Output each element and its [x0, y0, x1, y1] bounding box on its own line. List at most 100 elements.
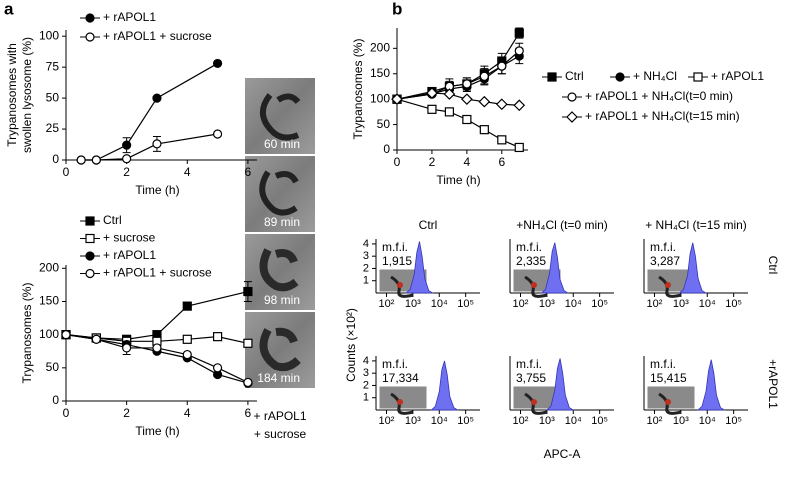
inset-cell: [524, 275, 548, 298]
x-axis-label: APC-A: [544, 447, 581, 461]
data-point: [182, 349, 192, 360]
x-tick-label: 4: [464, 155, 471, 169]
histogram: [545, 358, 575, 411]
data-point: [152, 343, 162, 353]
data-point: [495, 98, 508, 111]
micrograph: [245, 78, 315, 154]
inset-image: [646, 385, 696, 410]
x-tick-label: 10⁴: [699, 415, 716, 427]
x-tick-label: 10²: [379, 298, 395, 310]
legend-marker: [566, 111, 578, 123]
micrographs: 60 min 89 min 98 min 184 min + rAPOL1 + …: [245, 78, 315, 441]
data-point: [426, 87, 438, 99]
x-tick-label: 10⁵: [457, 415, 474, 427]
data-point: [497, 135, 507, 145]
annotation: 3,755: [516, 371, 546, 385]
data-point: [462, 79, 472, 89]
data-point: [514, 46, 524, 56]
data-point: [122, 154, 132, 164]
series-line: [81, 62, 218, 161]
micrograph: [245, 312, 315, 388]
legend-marker: [693, 72, 703, 82]
data-point: [212, 332, 223, 342]
micrograph: [245, 234, 315, 310]
data-point: [212, 363, 223, 373]
y-tick-label: 150: [39, 294, 59, 308]
x-tick-label: 10²: [513, 415, 529, 427]
legend-marker: [85, 251, 95, 261]
panel-label: b: [392, 0, 402, 18]
data-point: [427, 104, 437, 114]
y-tick-label: 4: [363, 355, 369, 367]
x-tick-label: 10⁵: [457, 298, 474, 310]
legend-marker: [547, 72, 557, 82]
column-header: +NH₄Cl (t=0 min): [516, 218, 608, 232]
y-tick-label: 100: [370, 91, 390, 105]
histogram: [405, 241, 435, 294]
data-point: [182, 301, 192, 311]
data-point: [243, 286, 253, 297]
x-tick-label: 10⁴: [565, 298, 582, 310]
y-tick-label: 0: [52, 152, 59, 166]
x-tick-label: 6: [245, 165, 252, 179]
data-point: [479, 71, 489, 81]
data-point: [513, 99, 526, 112]
legend-marker: [615, 72, 625, 82]
annotation-label: m.f.i.: [516, 240, 542, 254]
data-point: [182, 334, 192, 344]
data-point: [152, 139, 162, 149]
y-tick-label: 100: [39, 28, 59, 42]
y-tick-label: 2: [363, 379, 369, 391]
inset-cell: [390, 275, 414, 298]
y-axis-label: swollen lysosome (%): [20, 37, 34, 153]
micrograph-label: 98 min: [264, 293, 300, 307]
x-tick-label: 6: [245, 406, 252, 420]
inset-stain: [397, 282, 403, 288]
histogram: [540, 242, 570, 294]
micrograph-caption: + sucrose: [254, 427, 307, 441]
inset-image: [378, 385, 428, 410]
x-tick-label: 10³: [405, 415, 421, 427]
column-header: Ctrl: [419, 218, 438, 232]
legend-label: + sucrose: [103, 231, 156, 245]
x-tick-label: 2: [429, 155, 436, 169]
legend-label: Ctrl: [565, 69, 584, 83]
y-tick-label: 50: [46, 90, 60, 104]
y-axis-label: Trypanosomes with: [5, 43, 19, 147]
data-point: [514, 142, 524, 153]
annotation: 15,415: [650, 371, 687, 385]
annotation: 1,915: [382, 254, 412, 268]
legend-label: + rAPOL1 + NH₄Cl(t=0 min): [585, 89, 733, 103]
row-label: +rAPOL1: [766, 359, 780, 409]
x-tick-label: 2: [123, 406, 130, 420]
y-axis-label: Trypanosomes (%): [20, 283, 34, 384]
data-point: [478, 95, 491, 108]
legend-label: + rAPOL1: [103, 10, 156, 24]
data-point: [152, 93, 162, 103]
x-tick-label: 10³: [405, 298, 421, 310]
y-tick-label: 3: [363, 367, 369, 379]
micrograph-label: 184 min: [257, 371, 300, 385]
micrograph: [245, 156, 315, 232]
legend-marker: [567, 92, 577, 102]
x-tick-label: 10⁵: [725, 415, 742, 427]
y-tick-label: 200: [39, 260, 59, 274]
y-tick-label: 1: [363, 275, 369, 287]
x-tick-label: 10⁴: [699, 298, 716, 310]
x-tick-label: 10²: [513, 298, 529, 310]
x-tick-label: 10²: [647, 298, 663, 310]
data-point: [479, 125, 489, 135]
histogram: [678, 242, 708, 294]
legend-marker: [85, 216, 95, 226]
inset-stain: [665, 399, 671, 405]
y-tick-label: 3: [363, 250, 369, 262]
legend-marker: [85, 32, 95, 42]
annotation: 17,334: [382, 371, 419, 385]
inset-stain: [397, 399, 403, 405]
legend-label: + rAPOL1: [711, 69, 764, 83]
x-tick-label: 10⁵: [725, 298, 742, 310]
data-point: [243, 377, 253, 388]
legend-label: + NH₄Cl: [633, 69, 677, 83]
y-tick-label: 75: [46, 59, 60, 73]
